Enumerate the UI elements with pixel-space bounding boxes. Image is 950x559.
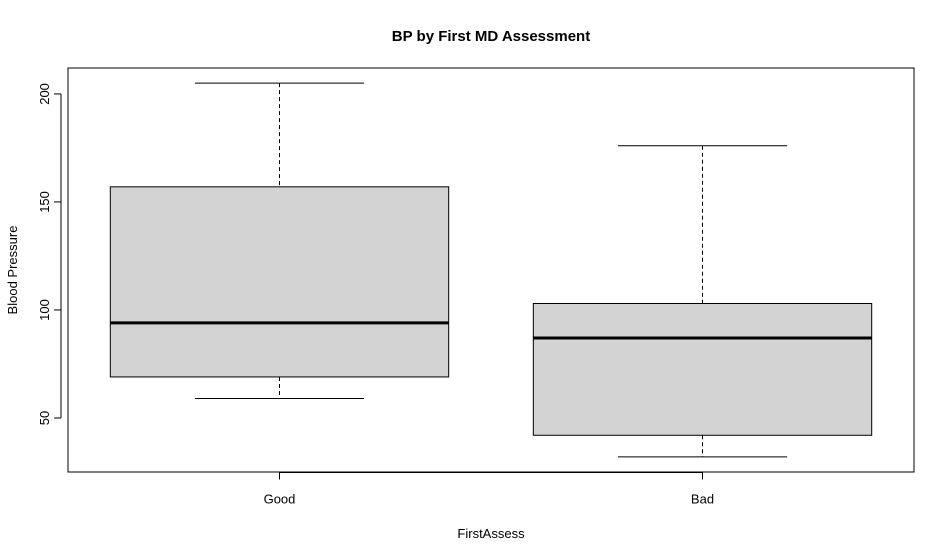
y-tick-label: 50 — [37, 411, 52, 425]
x-axis-label: FirstAssess — [457, 526, 525, 541]
iqr-box — [109, 186, 450, 378]
y-tick-label: 100 — [37, 299, 52, 321]
box-group-good — [109, 82, 450, 400]
boxes-layer — [109, 82, 873, 458]
box-group-bad — [532, 145, 873, 458]
iqr-box — [532, 302, 873, 436]
x-tick-label: Bad — [691, 492, 714, 507]
x-tick-label: Good — [264, 492, 296, 507]
y-axis-label: Blood Pressure — [5, 226, 20, 315]
x-axis: Good Bad — [264, 472, 714, 507]
y-tick-label: 200 — [37, 83, 52, 105]
y-axis: 50 100 150 200 — [37, 83, 62, 425]
y-tick-label: 150 — [37, 191, 52, 213]
chart-title: BP by First MD Assessment — [392, 28, 590, 45]
